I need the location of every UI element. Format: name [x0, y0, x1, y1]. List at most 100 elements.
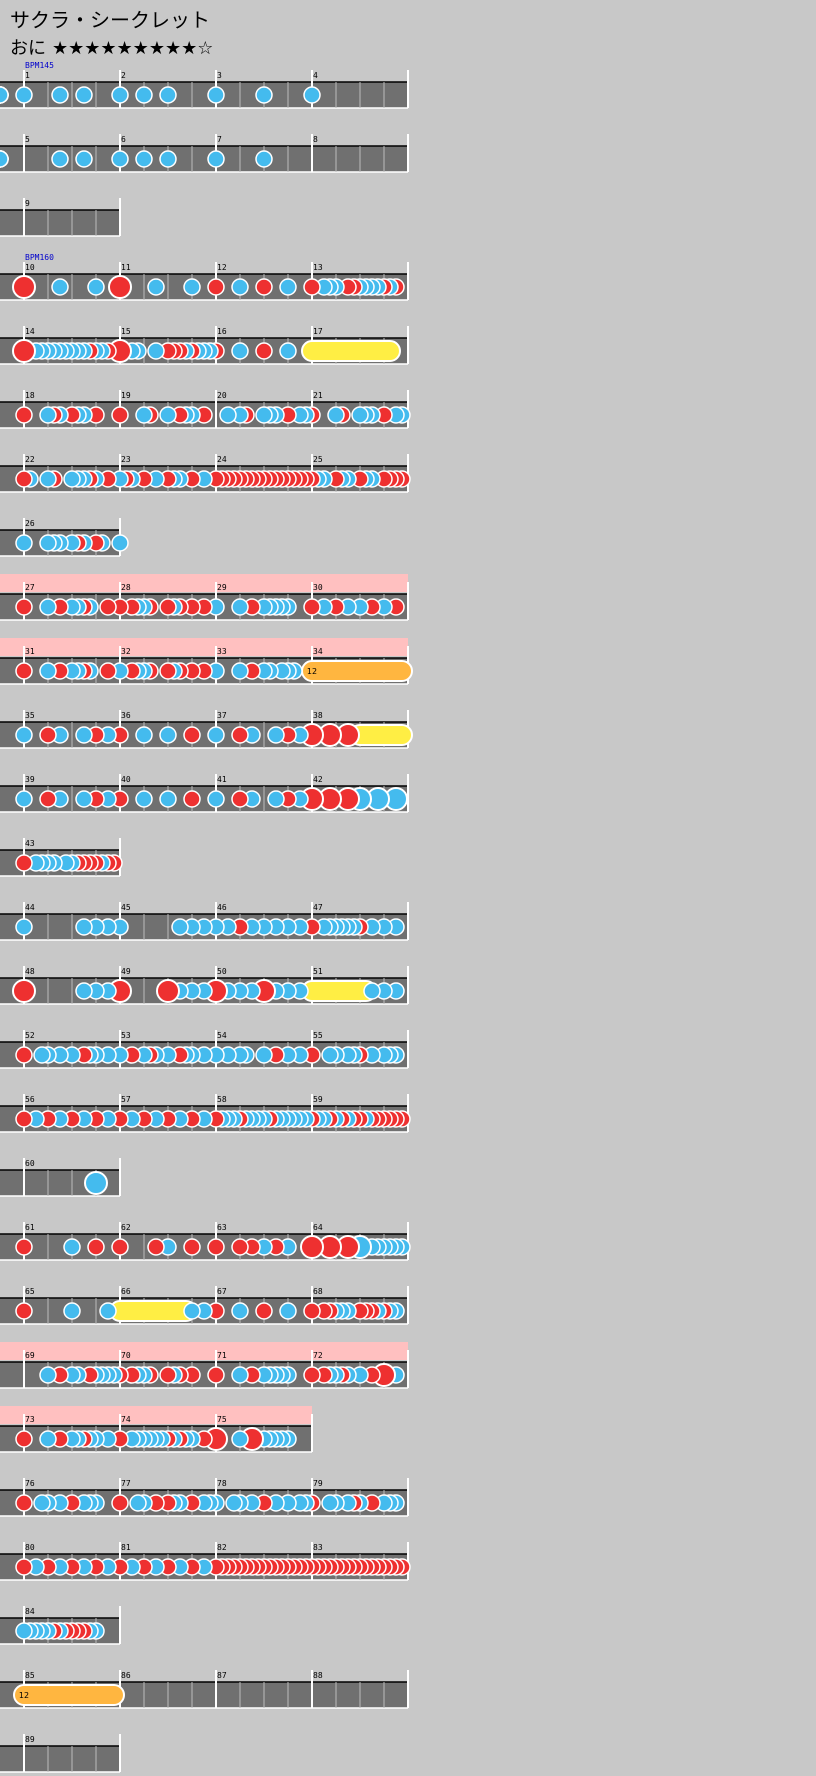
ka-note: [39, 534, 57, 552]
measure-number: 15: [121, 327, 131, 336]
measure-row: 52 53 54 55: [0, 1030, 409, 1069]
measure-number: 39: [25, 775, 35, 784]
don-note: [15, 406, 33, 424]
measure-number: 10: [25, 263, 35, 272]
don-note: [231, 1238, 249, 1256]
don-big-note: [12, 339, 36, 363]
ka-note: [303, 86, 321, 104]
don-note: [39, 726, 57, 744]
don-note: [183, 1238, 201, 1256]
don-note: [255, 342, 273, 360]
measure-number: 64: [313, 1223, 323, 1232]
don-note: [207, 278, 225, 296]
ka-note: [75, 982, 93, 1000]
ka-note: [255, 150, 273, 168]
ka-note: [51, 86, 69, 104]
ka-note: [0, 150, 9, 168]
measure-number: 60: [25, 1159, 35, 1168]
ka-note: [75, 790, 93, 808]
measure-row: 26: [0, 518, 129, 557]
ka-note: [51, 278, 69, 296]
don-note: [15, 598, 33, 616]
ka-note: [327, 406, 345, 424]
difficulty-stars: ★★★★★★★★★☆: [52, 38, 214, 59]
don-note: [183, 790, 201, 808]
measure-number: 22: [25, 455, 35, 464]
ka-note: [147, 342, 165, 360]
ka-note: [63, 470, 81, 488]
measure-number: 6: [121, 135, 126, 144]
measure-row: 27 28 29 30: [0, 574, 409, 621]
ka-note: [159, 86, 177, 104]
measure-number: 31: [25, 647, 35, 656]
measure-number: 85: [25, 1671, 35, 1680]
measure-number: 48: [25, 967, 35, 976]
measure-number: 25: [313, 455, 323, 464]
measure-number: 84: [25, 1607, 35, 1616]
measure-row: 1 2 3 4 BPM145: [0, 61, 409, 109]
ka-note: [135, 790, 153, 808]
don-note: [147, 1238, 165, 1256]
ka-note: [159, 726, 177, 744]
balloon-note: [13, 1684, 125, 1706]
measure-row: 89: [0, 1734, 121, 1773]
measure-row: 69 70 71 72: [0, 1342, 409, 1389]
measure-number: 19: [121, 391, 131, 400]
song-title: サクラ・シークレット: [10, 8, 210, 32]
measure-number: 9: [25, 199, 30, 208]
measure-row: 44 45 46 47: [0, 902, 409, 941]
don-big-note: [108, 275, 132, 299]
ka-note: [75, 150, 93, 168]
ka-note: [231, 278, 249, 296]
measure-number: 43: [25, 839, 35, 848]
ka-note: [219, 406, 237, 424]
ka-note: [183, 1302, 201, 1320]
measure-number: 17: [313, 327, 323, 336]
measure-number: 86: [121, 1671, 131, 1680]
measure-number: 89: [25, 1735, 35, 1744]
don-note: [15, 854, 33, 872]
ka-note: [15, 534, 33, 552]
ka-note: [207, 790, 225, 808]
measure-number: 41: [217, 775, 227, 784]
measure-number: 73: [25, 1415, 35, 1424]
ka-note: [75, 726, 93, 744]
measure-number: 21: [313, 391, 323, 400]
don-note: [15, 662, 33, 680]
measure-number: 49: [121, 967, 131, 976]
ka-note: [321, 1046, 339, 1064]
ka-note: [279, 1302, 297, 1320]
measure-number: 13: [313, 263, 323, 272]
ka-note: [255, 86, 273, 104]
don-note: [111, 1238, 129, 1256]
measure-number: 50: [217, 967, 227, 976]
difficulty-label: おに: [10, 38, 46, 59]
measure-number: 11: [121, 263, 131, 272]
gogo-band: [0, 574, 408, 592]
ka-big-note: [84, 1171, 108, 1195]
difficulty-line: おに ★★★★★★★★★☆: [10, 34, 213, 60]
measure-number: 57: [121, 1095, 131, 1104]
measure-number: 28: [121, 583, 131, 592]
measure-number: 38: [313, 711, 323, 720]
don-note: [39, 790, 57, 808]
ka-note: [63, 1302, 81, 1320]
ka-note: [231, 598, 249, 616]
gogo-band: [0, 1342, 408, 1360]
measure-row: 43: [0, 838, 123, 877]
measure-number: 78: [217, 1479, 227, 1488]
ka-note: [267, 790, 285, 808]
ka-note: [147, 278, 165, 296]
ka-note: [75, 86, 93, 104]
ka-note: [111, 534, 129, 552]
measure-number: 47: [313, 903, 323, 912]
measure-row: 76 77 78 79: [0, 1478, 409, 1517]
ka-note: [231, 1366, 249, 1384]
measure-number: 12: [217, 263, 227, 272]
measure-number: 68: [313, 1287, 323, 1296]
don-note: [255, 1302, 273, 1320]
don-note: [303, 1302, 321, 1320]
measure-row: 10 11 12 13 BPM160: [0, 253, 409, 301]
measure-number: 27: [25, 583, 35, 592]
